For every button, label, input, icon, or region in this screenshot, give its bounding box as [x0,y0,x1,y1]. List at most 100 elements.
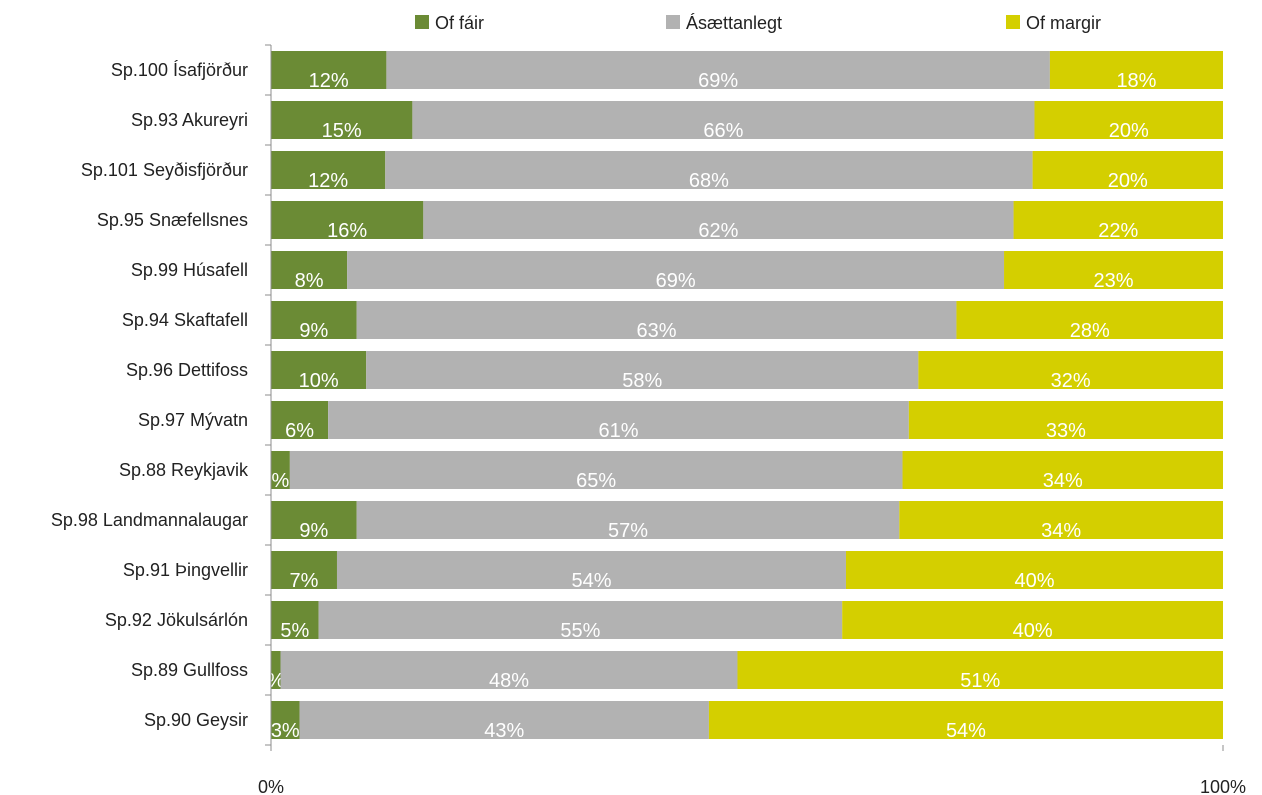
bar-segment [386,51,1050,89]
bar-segment [423,201,1014,239]
data-label: 48% [489,670,529,692]
legend-swatch [666,15,680,29]
bar-segment [271,551,337,589]
data-label: 9% [299,520,328,542]
bar-segment [899,501,1223,539]
legend-label: Of fáir [435,13,484,33]
data-label: 57% [608,520,648,542]
bar-segment [271,101,413,139]
category-label: Sp.101 Seyðisfjörður [81,160,248,180]
bar-row: Sp.95 Snæfellsnes 16% 62% 22% [97,201,1223,242]
bar-segment [918,351,1223,389]
bar-segment [1004,251,1223,289]
data-label: % [272,470,290,492]
category-label: Sp.89 Gullfoss [131,660,248,680]
data-label: 22% [1098,220,1138,242]
bar-row: Sp.94 Skaftafell 9% 63% 28% [122,301,1223,342]
category-label: Sp.90 Geysir [144,710,248,730]
data-label: 51% [960,670,1000,692]
bar-segment [356,301,957,339]
data-label: 66% [703,120,743,142]
bar-segment [318,601,843,639]
category-label: Sp.97 Mývatn [138,410,248,430]
legend-item-1: Of fáir [415,13,484,33]
bar-segment [271,501,357,539]
bar-segment [271,601,319,639]
bar-segment [902,451,1223,489]
x-tick-label: 100% [1200,777,1246,795]
category-label: Sp.96 Dettifoss [126,360,248,380]
data-label: 68% [689,170,729,192]
bars: Sp.100 Ísafjörður 12% 69% 18% Sp.93 Akureyri… [51,51,1223,742]
bar-row: Sp.93 Akureyri 15% 66% 20% [131,101,1223,142]
category-label: Sp.91 Þingvellir [123,560,248,580]
bar-row: Sp.97 Mývatn 6% 61% 33% [138,401,1223,442]
legend-item-2: Ásættanlegt [666,13,782,33]
data-label: 69% [656,270,696,292]
data-label: 12% [309,70,349,92]
data-label: 65% [576,470,616,492]
bar-segment [280,651,738,689]
bar-row: Sp.90 Geysir 3% 43% 54% [144,701,1223,742]
data-label: 55% [560,620,600,642]
bar-row: Sp.89 Gullfoss% 48% 51% [131,651,1223,692]
data-label: 62% [698,220,738,242]
bar-segment [366,351,919,389]
bar-segment [271,201,424,239]
bar-segment [708,701,1223,739]
data-label: 32% [1051,370,1091,392]
data-label: 28% [1070,320,1110,342]
bar-row: Sp.100 Ísafjörður 12% 69% 18% [111,51,1223,92]
bar-segment [299,701,709,739]
bar-segment [271,151,386,189]
bar-segment [271,401,329,439]
bar-segment [347,251,1005,289]
bar-segment [845,551,1223,589]
bar-segment [271,51,387,89]
legend-swatch [415,15,429,29]
data-label: 43% [484,720,524,742]
data-label: 16% [327,220,367,242]
bar-segment [271,701,300,739]
data-label: 12% [308,170,348,192]
bar-row: Sp.96 Dettifoss 10% 58% 32% [126,351,1223,392]
bar-segment [271,251,348,289]
data-label: 61% [598,420,638,442]
category-label: Sp.94 Skaftafell [122,310,248,330]
bar-segment [336,551,846,589]
x-tick-label: 0% [258,777,284,795]
category-label: Sp.92 Jökulsárlón [105,610,248,630]
bar-segment [956,301,1223,339]
bar-row: Sp.98 Landmannalaugar 9% 57% 34% [51,501,1223,542]
legend-label: Of margir [1026,13,1101,33]
legend-swatch [1006,15,1020,29]
bar-segment [271,351,367,389]
bar-segment [271,451,290,489]
data-label: 5% [280,620,309,642]
bar-segment [1013,201,1223,239]
bar-row: Sp.99 Húsafell 8% 69% 23% [131,251,1223,292]
category-label: Sp.99 Húsafell [131,260,248,280]
category-label: Sp.95 Snæfellsnes [97,210,248,230]
data-label: 10% [299,370,339,392]
data-label: 15% [322,120,362,142]
data-label: 23% [1094,270,1134,292]
bar-segment [385,151,1033,189]
data-label: 69% [698,70,738,92]
bar-segment [737,651,1223,689]
category-label: Sp.93 Akureyri [131,110,248,130]
category-label: Sp.88 Reykjavik [119,460,249,480]
bar-segment [289,451,903,489]
bar-segment [328,401,909,439]
bar-segment [1034,101,1223,139]
data-label: 20% [1108,170,1148,192]
category-label: Sp.98 Landmannalaugar [51,510,248,530]
bar-row: Sp.92 Jökulsárlón 5% 55% 40% [105,601,1223,642]
data-label: 34% [1043,470,1083,492]
bar-segment [356,501,900,539]
bar-segment [271,651,281,689]
bar-segment [842,601,1223,639]
bar-row: Sp.88 Reykjavik% 65% 34% [119,451,1223,492]
data-label: 54% [946,720,986,742]
